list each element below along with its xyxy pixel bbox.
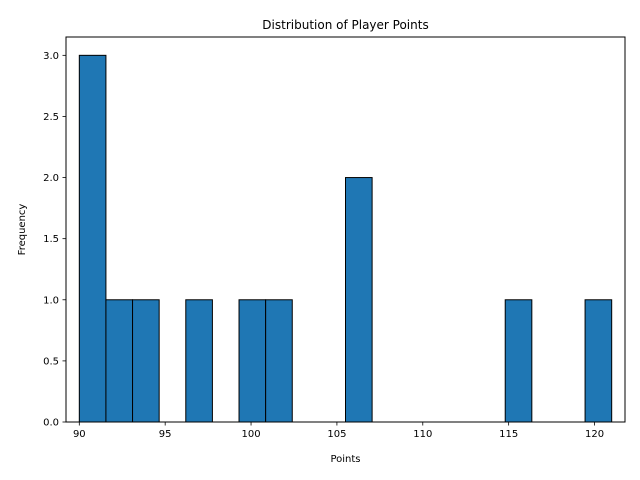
histogram-bar xyxy=(504,299,533,423)
x-tick-label: 115 xyxy=(499,429,518,440)
x-tick-label: 90 xyxy=(73,429,86,440)
x-axis-ticks: 90 95 100 105 110 115 120 xyxy=(73,422,604,440)
y-tick-label: 2.0 xyxy=(43,173,59,184)
histogram-bar xyxy=(345,177,373,423)
y-tick-label: 0.0 xyxy=(43,418,59,429)
histogram-bar xyxy=(185,299,213,423)
y-tick-label: 3.0 xyxy=(43,51,59,62)
histogram-bar xyxy=(78,54,107,423)
bars-group xyxy=(78,54,613,423)
histogram-bar xyxy=(132,299,160,423)
histogram-bar xyxy=(584,299,613,423)
x-tick-label: 105 xyxy=(327,429,346,440)
histogram-bar xyxy=(105,299,134,423)
histogram-bar xyxy=(265,299,293,423)
x-axis-label: Points xyxy=(330,454,360,465)
x-tick-label: 120 xyxy=(585,429,604,440)
y-tick-label: 2.5 xyxy=(43,112,59,123)
y-tick-label: 1.5 xyxy=(43,234,59,245)
x-tick-label: 100 xyxy=(241,429,260,440)
y-tick-label: 0.5 xyxy=(43,356,59,367)
chart-title: Distribution of Player Points xyxy=(262,18,428,32)
x-tick-label: 110 xyxy=(413,429,432,440)
y-axis-ticks: 0.0 0.5 1.0 1.5 2.0 2.5 3.0 xyxy=(43,51,66,429)
y-tick-label: 1.0 xyxy=(43,295,59,306)
x-tick-label: 95 xyxy=(159,429,172,440)
histogram-bar xyxy=(238,299,267,423)
plot-frame xyxy=(65,36,626,423)
y-axis-label: Frequency xyxy=(17,204,28,256)
